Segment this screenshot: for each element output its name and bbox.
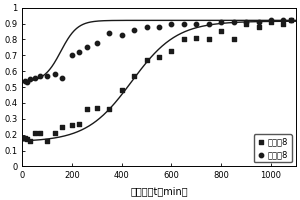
对比例8 [194, 22, 199, 25]
对比例8 [52, 73, 57, 76]
实施例8 [107, 108, 112, 111]
实施例8 [219, 30, 224, 33]
实施例8 [169, 49, 174, 52]
实施例8 [244, 22, 248, 25]
实施例8 [132, 74, 136, 78]
实施例8 [157, 55, 161, 58]
实施例8 [37, 131, 42, 135]
实施例8 [70, 124, 74, 127]
对比例8 [231, 20, 236, 24]
实施例8 [144, 58, 149, 62]
对比例8 [169, 22, 174, 25]
实施例8 [27, 139, 32, 143]
对比例8 [45, 74, 50, 78]
对比例8 [182, 22, 186, 25]
实施例8 [182, 38, 186, 41]
实施例8 [32, 131, 37, 135]
对比例8 [37, 74, 42, 78]
对比例8 [107, 31, 112, 35]
实施例8 [77, 122, 82, 125]
对比例8 [70, 54, 74, 57]
Legend: 实施例8, 对比例8: 实施例8, 对比例8 [254, 134, 292, 162]
对比例8 [206, 22, 211, 25]
X-axis label: 运行时间t（min）: 运行时间t（min） [130, 186, 188, 196]
实施例8 [60, 125, 64, 128]
对比例8 [157, 25, 161, 28]
实施例8 [289, 19, 293, 22]
实施例8 [45, 139, 50, 143]
实施例8 [22, 136, 27, 139]
对比例8 [27, 78, 32, 81]
实施例8 [194, 36, 199, 39]
对比例8 [244, 20, 248, 24]
实施例8 [206, 38, 211, 41]
实施例8 [52, 131, 57, 135]
实施例8 [268, 20, 273, 24]
对比例8 [22, 79, 27, 82]
对比例8 [256, 20, 261, 24]
对比例8 [281, 19, 286, 22]
实施例8 [231, 38, 236, 41]
对比例8 [144, 25, 149, 28]
实施例8 [25, 138, 30, 141]
实施例8 [281, 22, 286, 25]
对比例8 [268, 19, 273, 22]
对比例8 [60, 76, 64, 79]
对比例8 [77, 51, 82, 54]
实施例8 [256, 25, 261, 28]
实施例8 [119, 89, 124, 92]
对比例8 [85, 46, 89, 49]
对比例8 [94, 41, 99, 44]
实施例8 [85, 108, 89, 111]
对比例8 [25, 81, 30, 84]
对比例8 [289, 19, 293, 22]
对比例8 [132, 28, 136, 31]
对比例8 [119, 33, 124, 36]
实施例8 [94, 106, 99, 109]
对比例8 [219, 20, 224, 24]
对比例8 [32, 76, 37, 79]
